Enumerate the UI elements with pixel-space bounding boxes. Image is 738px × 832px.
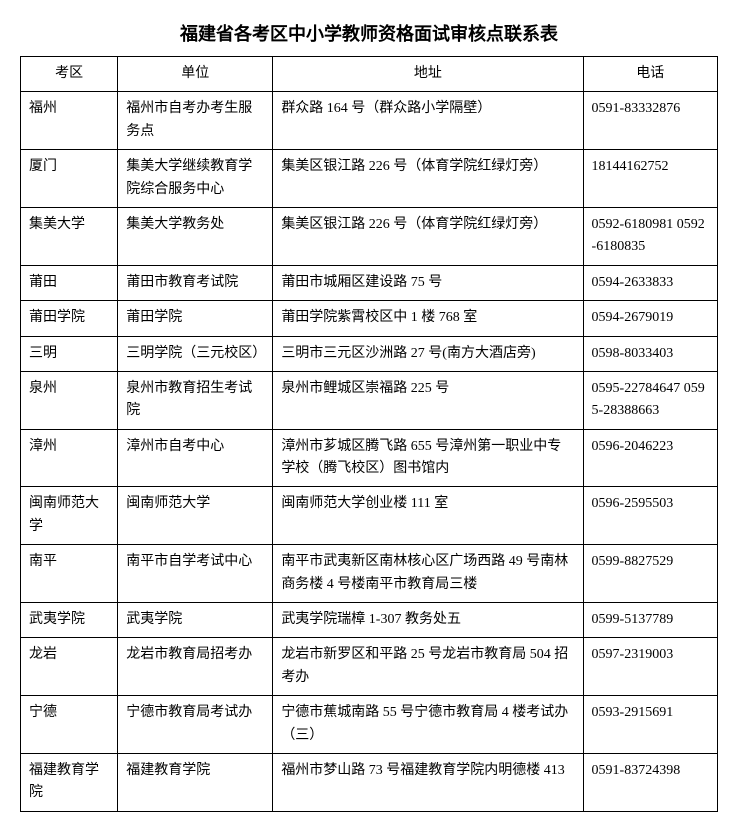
cell-unit: 三明学院（三元校区） [118,336,273,371]
table-row: 莆田学院莆田学院莆田学院紫霄校区中 1 楼 768 室0594-2679019 [21,301,718,336]
cell-unit: 集美大学继续教育学院综合服务中心 [118,150,273,208]
cell-unit: 福州市自考办考生服务点 [118,92,273,150]
contact-table: 考区 单位 地址 电话 福州福州市自考办考生服务点群众路 164 号（群众路小学… [20,56,718,812]
cell-unit: 漳州市自考中心 [118,429,273,487]
cell-unit: 福建教育学院 [118,753,273,811]
cell-area: 莆田 [21,265,118,300]
cell-area: 武夷学院 [21,603,118,638]
cell-addr: 集美区银江路 226 号（体育学院红绿灯旁） [273,207,583,265]
cell-tel: 0594-2633833 [583,265,717,300]
cell-addr: 莆田市城厢区建设路 75 号 [273,265,583,300]
cell-unit: 龙岩市教育局招考办 [118,638,273,696]
cell-addr: 龙岩市新罗区和平路 25 号龙岩市教育局 504 招考办 [273,638,583,696]
col-unit: 单位 [118,57,273,92]
col-tel: 电话 [583,57,717,92]
cell-addr: 群众路 164 号（群众路小学隔壁） [273,92,583,150]
cell-addr: 福州市梦山路 73 号福建教育学院内明德楼 413 [273,753,583,811]
table-row: 莆田莆田市教育考试院莆田市城厢区建设路 75 号0594-2633833 [21,265,718,300]
table-row: 泉州泉州市教育招生考试院泉州市鲤城区崇福路 225 号0595-22784647… [21,371,718,429]
table-row: 南平南平市自学考试中心南平市武夷新区南林核心区广场西路 49 号南林商务楼 4 … [21,545,718,603]
cell-tel: 0597-2319003 [583,638,717,696]
cell-addr: 泉州市鲤城区崇福路 225 号 [273,371,583,429]
col-area: 考区 [21,57,118,92]
cell-tel: 0595-22784647 0595-28388663 [583,371,717,429]
cell-area: 闽南师范大学 [21,487,118,545]
cell-addr: 武夷学院瑞樟 1-307 教务处五 [273,603,583,638]
cell-unit: 泉州市教育招生考试院 [118,371,273,429]
cell-tel: 18144162752 [583,150,717,208]
cell-tel: 0594-2679019 [583,301,717,336]
cell-area: 集美大学 [21,207,118,265]
cell-area: 宁德 [21,696,118,754]
cell-tel: 0592-6180981 0592-6180835 [583,207,717,265]
table-header-row: 考区 单位 地址 电话 [21,57,718,92]
cell-area: 漳州 [21,429,118,487]
cell-addr: 漳州市芗城区腾飞路 655 号漳州第一职业中专学校（腾飞校区）图书馆内 [273,429,583,487]
cell-unit: 南平市自学考试中心 [118,545,273,603]
cell-unit: 闽南师范大学 [118,487,273,545]
cell-tel: 0596-2595503 [583,487,717,545]
cell-unit: 莆田学院 [118,301,273,336]
cell-tel: 0593-2915691 [583,696,717,754]
cell-addr: 三明市三元区沙洲路 27 号(南方大酒店旁) [273,336,583,371]
cell-area: 南平 [21,545,118,603]
cell-area: 三明 [21,336,118,371]
cell-unit: 宁德市教育局考试办 [118,696,273,754]
cell-area: 龙岩 [21,638,118,696]
cell-unit: 武夷学院 [118,603,273,638]
cell-tel: 0596-2046223 [583,429,717,487]
cell-tel: 0599-5137789 [583,603,717,638]
table-row: 龙岩龙岩市教育局招考办龙岩市新罗区和平路 25 号龙岩市教育局 504 招考办0… [21,638,718,696]
cell-addr: 宁德市蕉城南路 55 号宁德市教育局 4 楼考试办（三） [273,696,583,754]
cell-addr: 莆田学院紫霄校区中 1 楼 768 室 [273,301,583,336]
cell-addr: 集美区银江路 226 号（体育学院红绿灯旁） [273,150,583,208]
cell-unit: 莆田市教育考试院 [118,265,273,300]
table-row: 集美大学集美大学教务处集美区银江路 226 号（体育学院红绿灯旁）0592-61… [21,207,718,265]
table-row: 宁德宁德市教育局考试办宁德市蕉城南路 55 号宁德市教育局 4 楼考试办（三）0… [21,696,718,754]
table-row: 漳州漳州市自考中心漳州市芗城区腾飞路 655 号漳州第一职业中专学校（腾飞校区）… [21,429,718,487]
cell-area: 福建教育学院 [21,753,118,811]
cell-area: 厦门 [21,150,118,208]
cell-unit: 集美大学教务处 [118,207,273,265]
cell-tel: 0599-8827529 [583,545,717,603]
cell-area: 福州 [21,92,118,150]
cell-area: 莆田学院 [21,301,118,336]
table-row: 福建教育学院福建教育学院福州市梦山路 73 号福建教育学院内明德楼 413059… [21,753,718,811]
table-row: 武夷学院武夷学院武夷学院瑞樟 1-307 教务处五0599-5137789 [21,603,718,638]
cell-tel: 0591-83332876 [583,92,717,150]
table-row: 三明三明学院（三元校区）三明市三元区沙洲路 27 号(南方大酒店旁)0598-8… [21,336,718,371]
cell-addr: 闽南师范大学创业楼 111 室 [273,487,583,545]
cell-tel: 0591-83724398 [583,753,717,811]
table-row: 厦门集美大学继续教育学院综合服务中心集美区银江路 226 号（体育学院红绿灯旁）… [21,150,718,208]
cell-addr: 南平市武夷新区南林核心区广场西路 49 号南林商务楼 4 号楼南平市教育局三楼 [273,545,583,603]
cell-area: 泉州 [21,371,118,429]
table-row: 福州福州市自考办考生服务点群众路 164 号（群众路小学隔壁）0591-8333… [21,92,718,150]
page-title: 福建省各考区中小学教师资格面试审核点联系表 [20,20,718,46]
cell-tel: 0598-8033403 [583,336,717,371]
col-addr: 地址 [273,57,583,92]
table-row: 闽南师范大学闽南师范大学闽南师范大学创业楼 111 室0596-2595503 [21,487,718,545]
